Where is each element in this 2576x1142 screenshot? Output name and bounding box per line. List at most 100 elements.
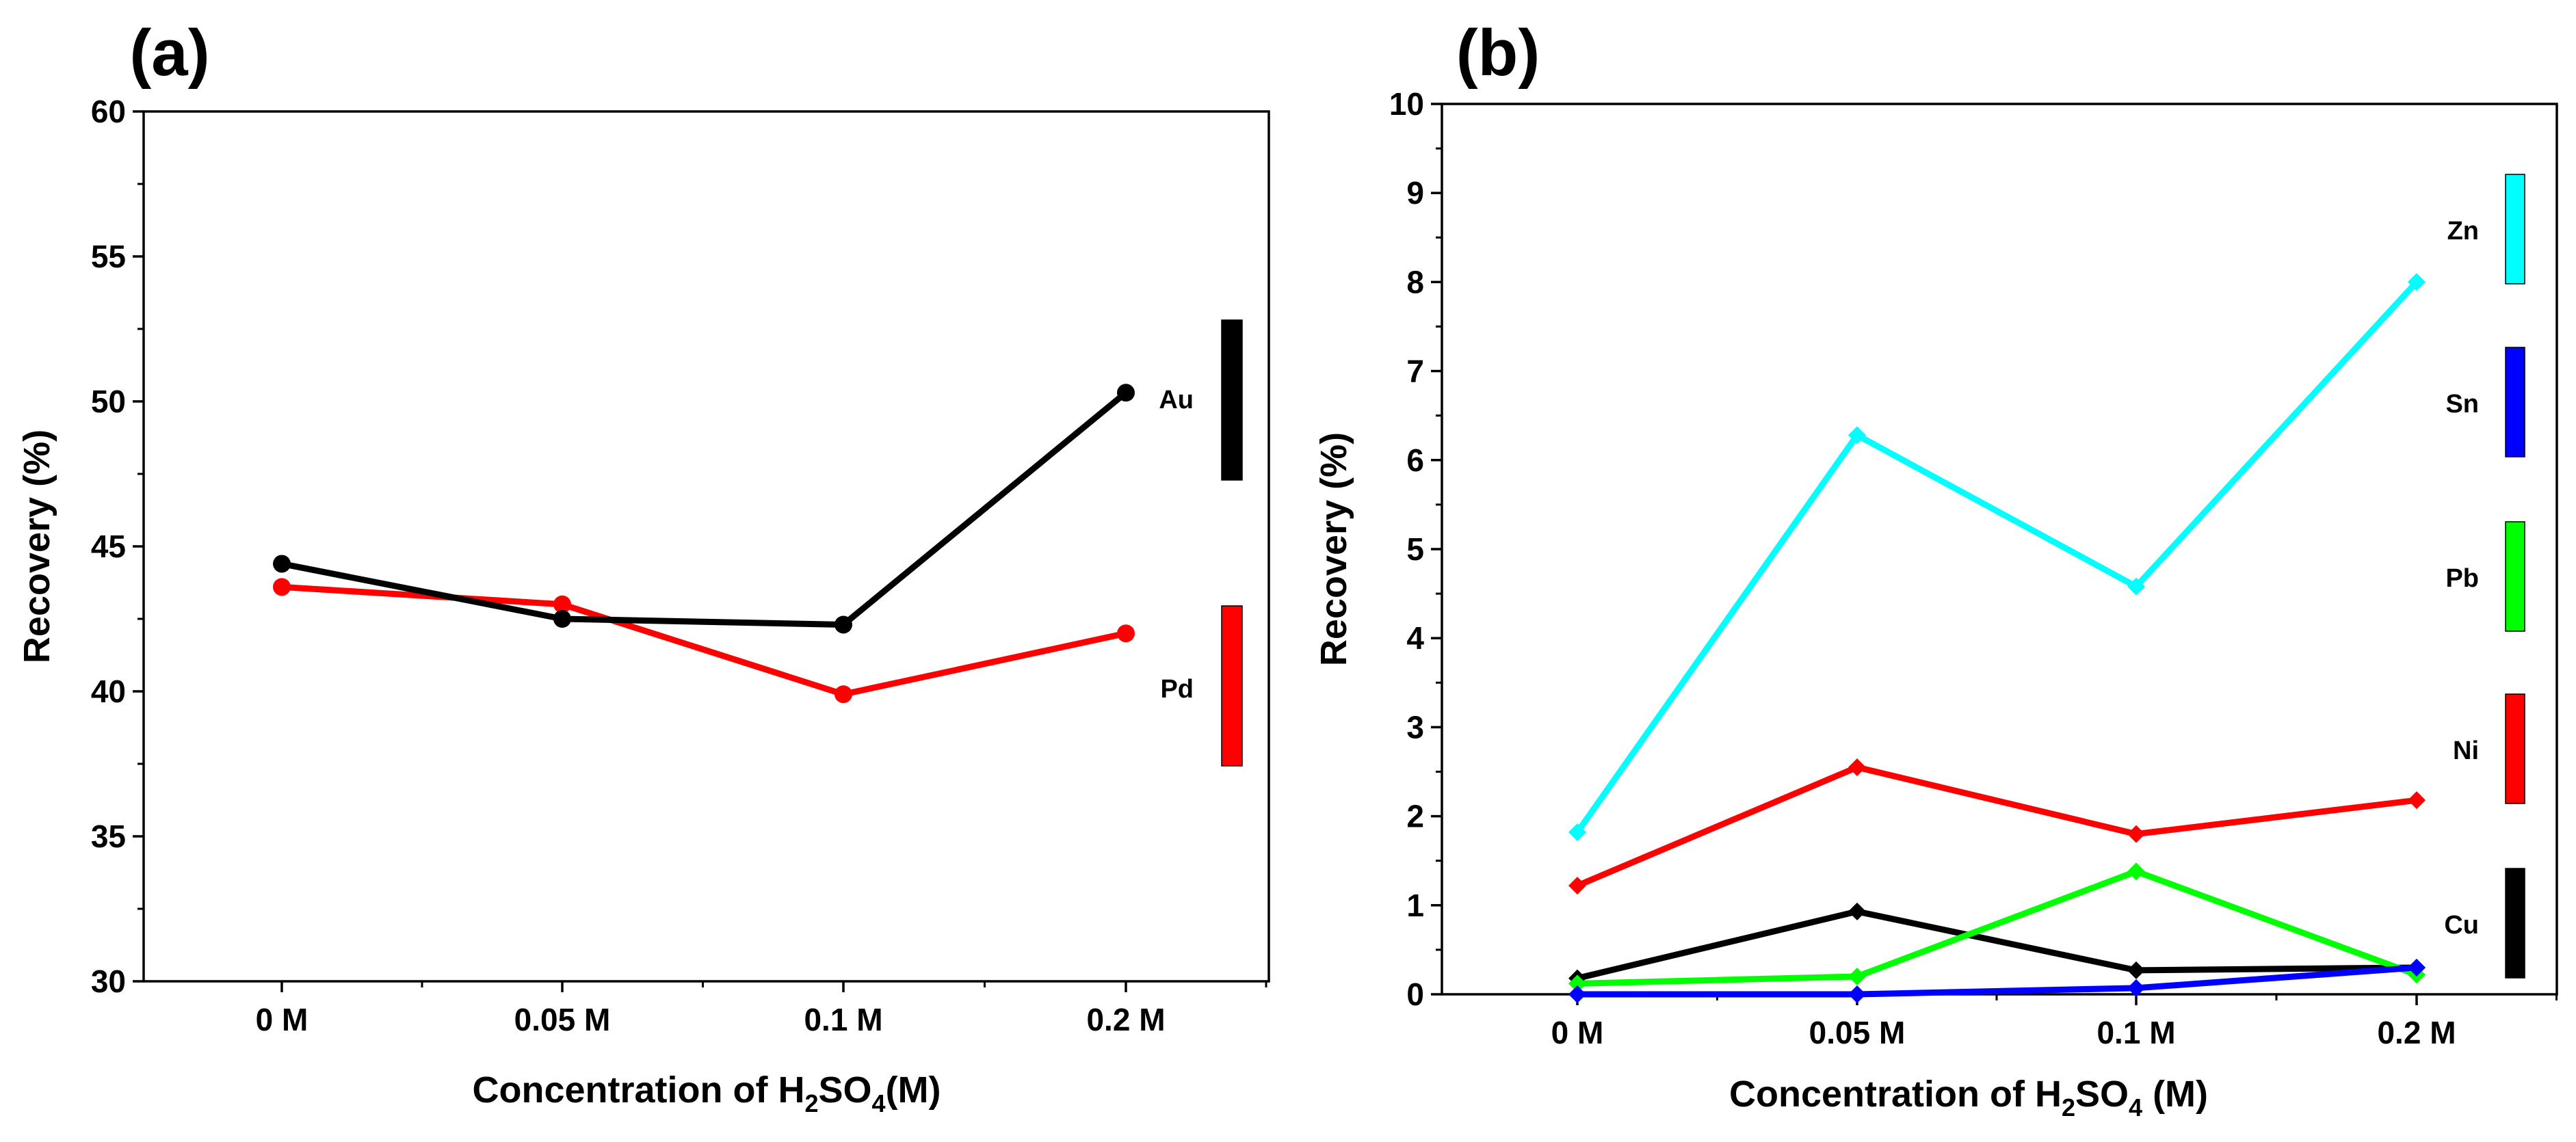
series-pd: [273, 578, 1135, 704]
x-axis-title: Concentration of H2SO4 (M): [1729, 1074, 2208, 1121]
y-tick-label: 1: [1406, 888, 1424, 923]
data-point-sn: [1848, 985, 1866, 1003]
legend-swatch-zn: [2505, 174, 2525, 284]
y-tick-label: 50: [91, 384, 126, 419]
x-tick-label: 0 M: [256, 1002, 308, 1037]
data-point-cu: [2127, 961, 2145, 979]
data-point-au: [834, 615, 852, 634]
plot-frame: [142, 110, 1270, 983]
y-tick-label: 40: [91, 674, 126, 709]
x-tick-label: 0.05 M: [1809, 1015, 1906, 1050]
legend-swatch-pb: [2505, 521, 2525, 632]
data-point-pd: [1117, 624, 1135, 643]
x-axis-title-subscript: 2: [804, 1089, 818, 1117]
x-axis-title-part: (M): [2142, 1074, 2208, 1115]
y-tick-label: 60: [91, 94, 126, 129]
y-tick-label: 30: [91, 964, 126, 999]
plot-frame: [1441, 103, 2558, 996]
series-au: [273, 384, 1135, 634]
panel-label: (b): [1456, 16, 1540, 90]
legend-swatch-cu: [2505, 868, 2525, 979]
y-tick-label: 3: [1406, 709, 1424, 745]
x-axis-title-part: SO: [2075, 1074, 2129, 1115]
y-tick-label: 10: [1389, 86, 1424, 122]
data-point-ni: [2408, 791, 2426, 810]
data-point-zn: [2408, 273, 2426, 291]
data-point-ni: [1848, 758, 1866, 776]
y-axis-title: Recovery (%): [1313, 432, 1354, 666]
series-pb: [1568, 862, 2426, 993]
x-tick-label: 0.2 M: [1086, 1002, 1165, 1037]
series-line-au: [281, 390, 1128, 628]
x-axis-title-subscript: 2: [2062, 1093, 2075, 1121]
series-line-ni: [1576, 764, 2417, 889]
data-point-pb: [1568, 974, 1586, 993]
y-axis-title: Recovery (%): [16, 429, 57, 663]
series-line-pb: [1577, 868, 2418, 987]
data-point-sn: [1568, 985, 1586, 1003]
legend-label-pb: Pb: [2445, 564, 2479, 593]
chart-panel-a: (a) 30 35 40 45 50 55 60 0 M 0.05 M 0.1 M 0.2 M Reco…: [16, 16, 1270, 1117]
data-point-ni: [2127, 825, 2145, 843]
y-tick-label: 5: [1406, 531, 1424, 567]
legend-label-au: Au: [1159, 386, 1194, 414]
data-point-sn: [2408, 958, 2426, 977]
y-tick-label: 7: [1406, 354, 1424, 389]
legend-label-zn: Zn: [2447, 217, 2479, 245]
data-point-au: [553, 610, 571, 628]
x-axis-title-subscript: 4: [872, 1089, 886, 1117]
data-point-cu: [1848, 902, 1866, 920]
legend-label-ni: Ni: [2453, 736, 2479, 765]
x-tick-label: 0.1 M: [804, 1002, 882, 1037]
y-tick-label: 0: [1406, 977, 1424, 1012]
series-line-zn: [1575, 280, 2419, 834]
legend-label-sn: Sn: [2445, 390, 2479, 419]
y-tick-label: 55: [91, 239, 126, 274]
y-tick-label: 6: [1406, 442, 1424, 478]
series-ni: [1568, 758, 2426, 895]
y-tick-label: 9: [1406, 175, 1424, 211]
series-zn: [1568, 273, 2426, 842]
legend-label-pd: Pd: [1160, 675, 1194, 704]
y-tick-label: 4: [1406, 620, 1424, 656]
x-axis-title-part: (M): [886, 1070, 941, 1111]
series-sn: [1568, 958, 2426, 1003]
x-axis-title-part: Concentration of H: [472, 1070, 804, 1111]
legend-label-cu: Cu: [2444, 911, 2479, 940]
x-axis-title-part: Concentration of H: [1729, 1074, 2062, 1115]
data-point-zn: [1848, 426, 1866, 444]
data-point-au: [273, 555, 291, 573]
legend-swatch-sn: [2505, 347, 2525, 457]
x-tick-label: 0.1 M: [2097, 1015, 2175, 1050]
legend-swatch-ni: [2505, 693, 2525, 804]
series-line-cu: [1576, 908, 2417, 981]
x-tick-label: 0.2 M: [2377, 1015, 2456, 1050]
x-axis-title-subscript: 4: [2129, 1093, 2142, 1121]
y-tick-label: 8: [1406, 264, 1424, 300]
data-point-zn: [2127, 577, 2145, 596]
series-line-pd: [281, 583, 1127, 698]
data-point-ni: [1568, 877, 1586, 895]
data-point-zn: [1568, 823, 1586, 842]
data-point-pd: [834, 685, 852, 704]
panel-label: (a): [129, 16, 209, 90]
data-point-sn: [2127, 979, 2145, 997]
x-axis-title: Concentration of H2SO4(M): [472, 1070, 941, 1117]
y-tick-label: 35: [91, 819, 126, 854]
x-tick-label: 0.05 M: [514, 1002, 611, 1037]
series-line-sn: [1577, 964, 2417, 998]
data-point-au: [1117, 384, 1135, 402]
data-point-pb: [2127, 862, 2145, 881]
y-tick-label: 2: [1406, 799, 1424, 834]
y-tick-label: 45: [91, 529, 126, 564]
legend-swatch-au: [1221, 319, 1243, 481]
data-point-pb: [1848, 967, 1866, 985]
data-point-pd: [553, 595, 571, 613]
legend-swatch-pd: [1221, 605, 1243, 767]
data-point-pd: [273, 578, 291, 596]
x-axis-title-part: SO: [819, 1070, 872, 1111]
chart-panel-b: (b) 0 1 2 3 4 5 6 7 8 9 10 0 M 0.05 M 0.1 M 0.2 M Recove…: [1313, 16, 2558, 1121]
x-tick-label: 0 M: [1551, 1015, 1604, 1050]
